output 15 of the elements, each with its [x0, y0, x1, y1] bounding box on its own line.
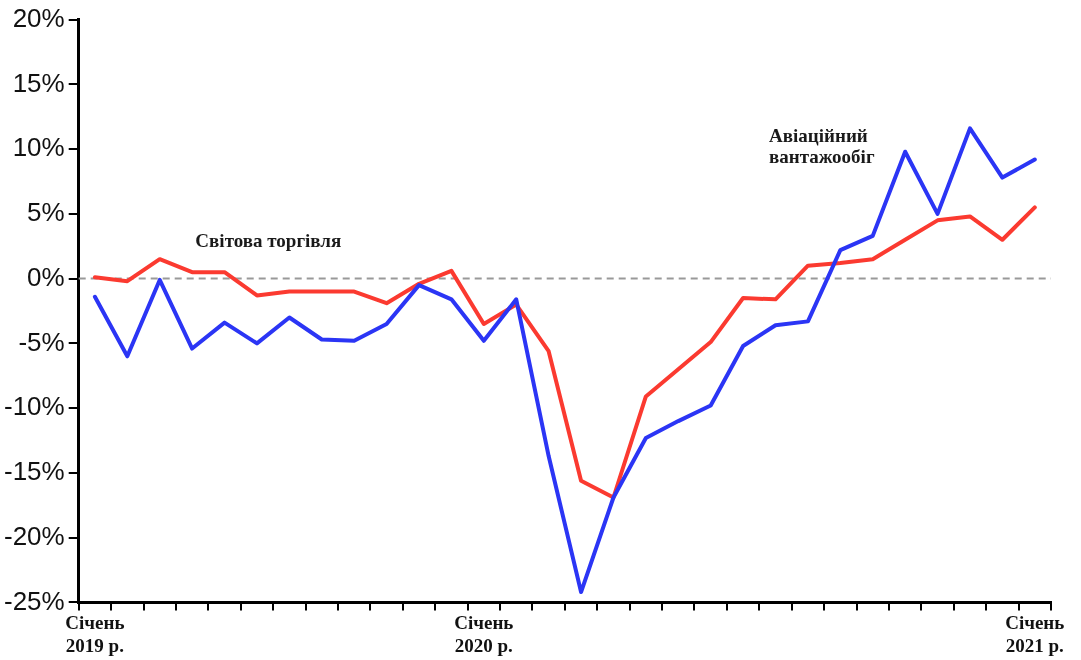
- x-tick-label: Січень 2019 р.: [65, 611, 125, 656]
- y-tick-label: -20%: [3, 520, 65, 551]
- x-tick-label: Січень 2020 р.: [454, 611, 514, 656]
- y-tick-label: -5%: [18, 326, 65, 357]
- series-label: Світова торгівля: [195, 229, 342, 251]
- y-tick-label: 0%: [27, 261, 65, 292]
- y-tick-label: 10%: [12, 132, 65, 163]
- y-tick-label: -15%: [3, 456, 65, 487]
- y-tick-label: 20%: [12, 2, 65, 33]
- series-label: Авіаційний вантажообіг: [769, 124, 875, 167]
- y-tick-label: 15%: [12, 67, 65, 98]
- x-tick-label: Січень 2021 р.: [1005, 611, 1065, 656]
- y-tick-label: 5%: [27, 197, 65, 228]
- y-tick-label: -25%: [3, 585, 65, 616]
- y-tick-label: -10%: [3, 391, 65, 422]
